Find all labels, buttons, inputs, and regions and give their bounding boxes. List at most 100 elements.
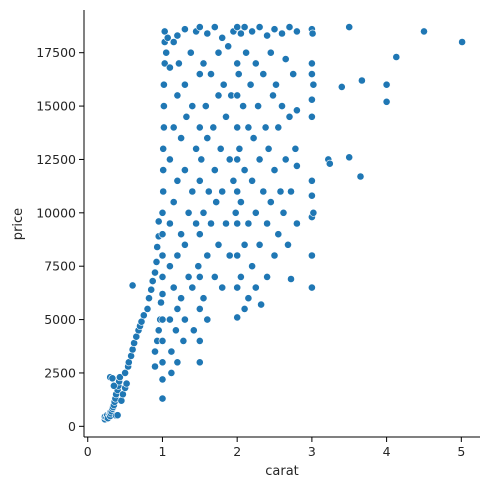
data-point: [248, 262, 256, 271]
x-tick-label: 5: [457, 444, 465, 459]
data-point: [151, 347, 159, 356]
data-point: [203, 251, 212, 260]
data-point: [233, 283, 242, 292]
y-tick-label: 7500: [44, 259, 76, 274]
data-point: [139, 311, 148, 320]
data-point: [192, 144, 200, 153]
data-point: [171, 326, 180, 335]
data-point: [261, 123, 270, 132]
x-tick-label: 3: [308, 444, 316, 459]
data-point: [195, 23, 204, 31]
data-point: [153, 243, 162, 251]
data-point: [257, 300, 265, 309]
data-point: [255, 23, 264, 31]
data-point: [151, 362, 159, 371]
data-point: [345, 23, 354, 31]
data-point: [292, 219, 301, 228]
data-point: [162, 48, 171, 57]
data-point: [240, 166, 249, 174]
data-point: [307, 95, 316, 104]
data-point: [158, 251, 167, 260]
data-point: [167, 368, 176, 377]
data-point: [169, 38, 178, 46]
data-point: [173, 304, 182, 313]
data-point: [244, 294, 253, 303]
data-point: [264, 144, 273, 153]
data-point: [309, 80, 318, 89]
data-point: [285, 112, 294, 121]
data-point: [345, 153, 354, 162]
data-point: [270, 166, 279, 174]
data-point: [116, 373, 124, 382]
data-point: [199, 59, 208, 68]
data-point: [229, 176, 238, 185]
data-point: [272, 80, 280, 89]
data-point: [244, 123, 253, 132]
data-point: [266, 48, 275, 57]
data-point: [218, 283, 227, 292]
data-point: [197, 155, 206, 164]
data-point: [266, 198, 275, 206]
data-point: [278, 102, 286, 110]
data-point: [263, 219, 271, 228]
data-point: [218, 33, 227, 42]
data-point: [255, 240, 264, 249]
data-point: [307, 251, 316, 260]
data-point: [233, 187, 242, 196]
data-point: [167, 347, 176, 356]
data-point: [356, 172, 365, 181]
data-point: [177, 134, 185, 142]
data-point: [263, 31, 271, 40]
data-point: [259, 187, 268, 196]
data-point: [128, 345, 137, 354]
data-point: [214, 91, 223, 100]
data-point: [214, 240, 223, 249]
data-point: [292, 106, 301, 115]
y-ticks: 0 2500 5000 7500 10000 12500 15000 17500: [36, 45, 84, 434]
data-point: [188, 102, 197, 110]
data-point: [121, 368, 129, 377]
data-point: [279, 208, 288, 217]
data-point: [281, 55, 290, 63]
data-point: [307, 176, 316, 185]
data-point: [147, 285, 156, 294]
data-point: [289, 70, 298, 78]
data-point: [169, 198, 178, 206]
data-point: [307, 112, 316, 121]
axes-layer: [83, 10, 480, 438]
data-point: [151, 268, 159, 277]
data-point: [204, 187, 213, 196]
y-axis-label: price: [11, 208, 26, 240]
data-point: [199, 208, 208, 217]
data-point: [218, 187, 227, 196]
data-point: [287, 187, 295, 196]
data-point: [392, 53, 401, 61]
data-point: [173, 358, 182, 367]
data-point: [186, 48, 195, 57]
data-point: [184, 208, 193, 217]
data-point: [420, 27, 428, 36]
data-point: [281, 155, 290, 164]
data-point: [203, 29, 212, 38]
data-point: [207, 219, 215, 228]
data-point: [122, 379, 131, 388]
data-point: [248, 27, 256, 36]
data-point: [307, 59, 316, 68]
data-point: [274, 123, 283, 132]
data-point: [233, 251, 242, 260]
data-point: [173, 176, 182, 185]
data-point: [148, 277, 157, 285]
data-point: [158, 358, 167, 367]
data-point: [207, 70, 215, 78]
data-point: [216, 144, 225, 153]
data-point: [159, 166, 168, 174]
data-point: [337, 83, 346, 91]
data-point: [307, 191, 316, 200]
data-point: [307, 70, 316, 78]
data-point: [157, 298, 165, 307]
data-point: [233, 155, 242, 164]
data-point: [195, 176, 204, 185]
data-point: [173, 91, 182, 100]
